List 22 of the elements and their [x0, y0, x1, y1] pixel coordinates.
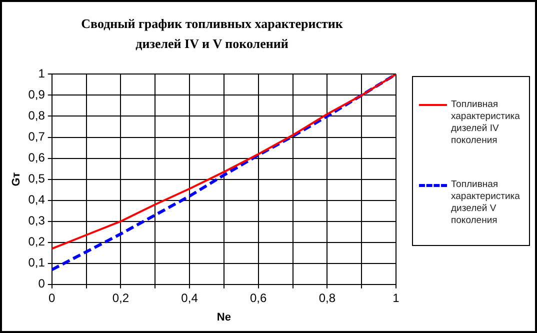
y-tick-label: 0,2	[28, 234, 46, 249]
x-tick-label: 0	[48, 290, 56, 305]
y-tick-label: 0	[38, 276, 46, 291]
y-tick-label: 0,7	[28, 130, 46, 144]
y-tick-label: 0,4	[28, 192, 46, 207]
y-tick-label: 0,1	[28, 256, 46, 270]
legend-label: Топливная характеристика дизелей V поколения	[451, 179, 521, 227]
y-tick-label: 0,5	[28, 172, 46, 186]
x-tick-label: 1	[392, 290, 400, 305]
y-tick-label: 0,9	[28, 88, 46, 102]
y-tick-label: 0,6	[28, 150, 46, 165]
x-tick-label: 0,6	[250, 290, 268, 305]
chart-title: Сводный график топливных характеристик дизелей IV и V поколений	[80, 15, 344, 53]
x-tick-label: 0,4	[181, 290, 198, 305]
x-tick-label: 0,8	[318, 290, 336, 305]
y-axis-title: Gт	[10, 172, 23, 186]
y-tick-label: 1	[38, 66, 46, 81]
x-tick-label: 0,2	[112, 290, 130, 305]
y-tick-label: 0,3	[28, 214, 46, 228]
y-tick-label: 0,8	[28, 108, 46, 123]
x-axis-title: Ne	[216, 311, 231, 324]
legend-label: Топливная характеристика дизелей IV поколения	[451, 99, 521, 147]
